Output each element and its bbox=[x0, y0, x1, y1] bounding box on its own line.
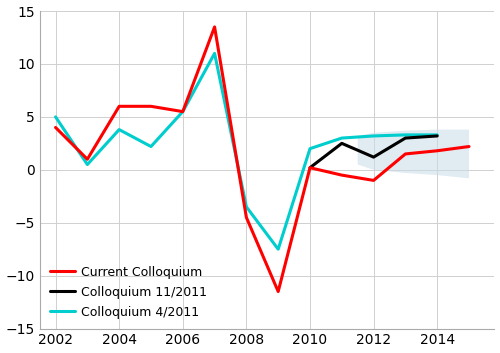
Colloquium 4/2011 bbox=[434, 133, 440, 137]
Colloquium 4/2011 bbox=[244, 205, 250, 209]
Colloquium 4/2011 bbox=[275, 247, 281, 251]
Polygon shape bbox=[358, 130, 469, 178]
Colloquium 4/2011 bbox=[116, 127, 122, 132]
Current Colloquium bbox=[275, 289, 281, 294]
Current Colloquium bbox=[307, 166, 313, 170]
Colloquium 4/2011 bbox=[339, 136, 345, 140]
Colloquium 4/2011 bbox=[84, 162, 90, 167]
Colloquium 4/2011 bbox=[307, 146, 313, 151]
Legend: Current Colloquium, Colloquium 11/2011, Colloquium 4/2011: Current Colloquium, Colloquium 11/2011, … bbox=[46, 262, 210, 322]
Current Colloquium bbox=[402, 152, 408, 156]
Line: Colloquium 11/2011: Colloquium 11/2011 bbox=[310, 136, 437, 168]
Line: Colloquium 4/2011: Colloquium 4/2011 bbox=[56, 53, 437, 249]
Colloquium 4/2011 bbox=[402, 133, 408, 137]
Current Colloquium bbox=[84, 157, 90, 161]
Current Colloquium bbox=[212, 25, 218, 29]
Colloquium 4/2011 bbox=[148, 144, 154, 149]
Colloquium 11/2011 bbox=[370, 155, 376, 159]
Colloquium 4/2011 bbox=[212, 51, 218, 55]
Colloquium 4/2011 bbox=[52, 115, 59, 119]
Colloquium 11/2011 bbox=[339, 141, 345, 145]
Current Colloquium bbox=[180, 109, 186, 114]
Current Colloquium bbox=[370, 178, 376, 183]
Current Colloquium bbox=[244, 215, 250, 220]
Current Colloquium bbox=[466, 144, 472, 149]
Colloquium 11/2011 bbox=[402, 136, 408, 140]
Colloquium 4/2011 bbox=[180, 109, 186, 114]
Colloquium 11/2011 bbox=[307, 166, 313, 170]
Current Colloquium bbox=[52, 125, 59, 130]
Current Colloquium bbox=[116, 104, 122, 108]
Colloquium 11/2011 bbox=[434, 134, 440, 138]
Current Colloquium bbox=[148, 104, 154, 108]
Current Colloquium bbox=[339, 173, 345, 177]
Current Colloquium bbox=[434, 149, 440, 153]
Line: Current Colloquium: Current Colloquium bbox=[56, 27, 469, 292]
Colloquium 4/2011 bbox=[370, 134, 376, 138]
